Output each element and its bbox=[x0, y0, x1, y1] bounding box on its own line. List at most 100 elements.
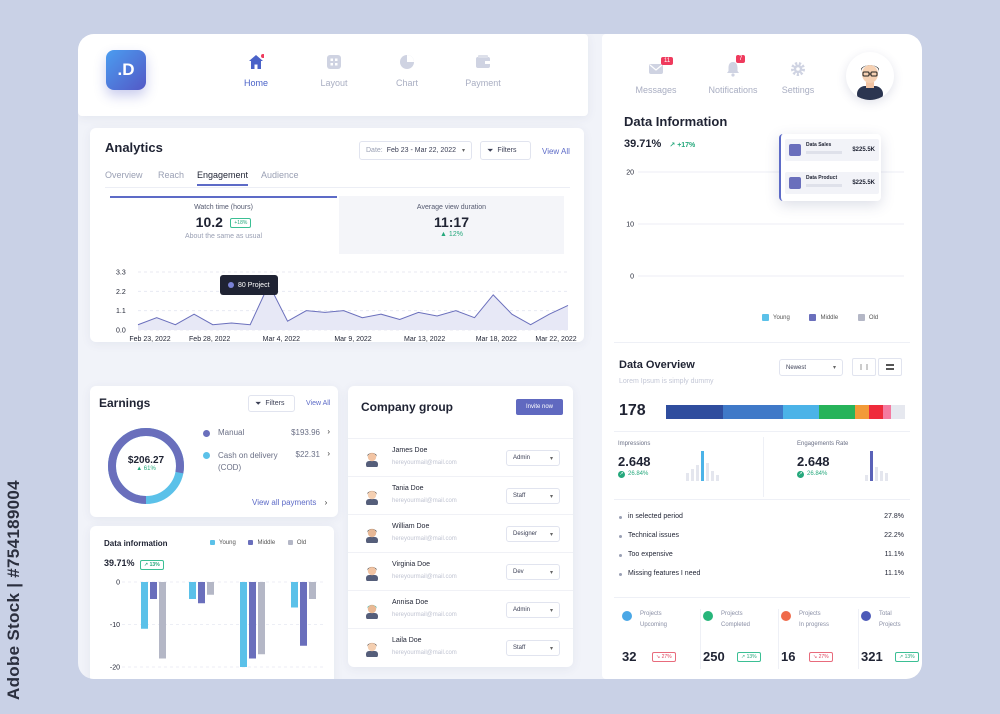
project-label: Projects Upcoming bbox=[640, 611, 668, 628]
analytics-view-all-link[interactable]: View All bbox=[542, 147, 570, 156]
member-email: hereyourmail@mail.com bbox=[392, 574, 457, 580]
earnings-item-amount: $22.31 bbox=[295, 450, 320, 459]
company-title: Company group bbox=[361, 400, 453, 414]
tab-reach[interactable]: Reach bbox=[158, 170, 185, 180]
nav-home[interactable]: Home bbox=[226, 54, 286, 88]
list-view-button[interactable] bbox=[878, 358, 902, 376]
kpi-value: 11:17 bbox=[433, 214, 470, 230]
analytics-tabs: Overview Reach Engagement Audience bbox=[105, 170, 570, 188]
date-range-select[interactable]: Date: Feb 23 - Mar 22, 2022 ▾ bbox=[359, 141, 472, 160]
project-stat[interactable]: Projects Upcoming 32 ↘ 27% bbox=[622, 609, 694, 669]
reason-row[interactable]: Missing features I need 11.1% bbox=[619, 570, 904, 582]
chevron-down-icon: ▾ bbox=[549, 455, 553, 462]
engagements-stat[interactable]: Engagements Rate 2.648 ↗ 26.84% bbox=[797, 439, 907, 489]
product-icon bbox=[789, 177, 801, 189]
area-fill bbox=[138, 284, 568, 330]
project-label: Projects Completed bbox=[721, 611, 751, 628]
bar bbox=[141, 582, 148, 629]
reason-row[interactable]: in selected period 27.8% bbox=[619, 513, 904, 525]
legend-old: Old bbox=[287, 540, 306, 546]
tooltip-row-bar bbox=[806, 184, 842, 187]
project-stat[interactable]: Total Projects 321 ↗ 13% bbox=[858, 609, 922, 669]
earnings-view-all-link[interactable]: View All bbox=[306, 400, 331, 407]
impressions-mini-chart bbox=[686, 451, 719, 481]
member-avatar bbox=[366, 604, 378, 619]
role-select[interactable]: Admin ▾ bbox=[506, 450, 560, 466]
role-select[interactable]: Staff ▾ bbox=[506, 640, 560, 656]
legend-dot bbox=[203, 452, 210, 459]
user-avatar-icon bbox=[857, 65, 883, 100]
nav-chart[interactable]: Chart bbox=[377, 54, 437, 88]
data-info-small-legend: Young Middle Old bbox=[210, 540, 306, 546]
data-info-small-title: Data information bbox=[104, 539, 168, 548]
project-value: 250 bbox=[703, 649, 725, 664]
y-tick-label: 0 bbox=[116, 580, 120, 587]
project-stat[interactable]: Projects Completed 250 ↗ 13% bbox=[700, 609, 772, 669]
member-row[interactable]: Laila Doe hereyourmail@mail.com Staff ▾ bbox=[348, 628, 573, 666]
legend-dot bbox=[203, 430, 210, 437]
tab-audience[interactable]: Audience bbox=[261, 170, 299, 180]
tab-overview[interactable]: Overview bbox=[105, 170, 143, 180]
donut-center-delta: ▲ 61% bbox=[136, 466, 156, 472]
project-icon bbox=[781, 611, 791, 621]
member-row[interactable]: Virginia Doe hereyourmail@mail.com Dev ▾ bbox=[348, 552, 573, 590]
data-info-small-card: Data information Young Middle Old 39.71%… bbox=[90, 526, 334, 679]
overview-subtitle: Lorem Ipsum is simply dummy bbox=[619, 378, 714, 385]
tooltip-row-label: Data Sales bbox=[806, 142, 832, 148]
invite-button[interactable]: Invite now bbox=[516, 399, 563, 415]
member-name: Laila Doe bbox=[392, 637, 422, 644]
impressions-stat[interactable]: Impressions 2.648 ↗ 26.84% bbox=[618, 439, 758, 489]
kpi-avg-view-duration[interactable]: Average view duration 11:17 ▲ 12% bbox=[339, 196, 564, 254]
role-value: Admin bbox=[513, 607, 531, 613]
chevron-down-icon: ▾ bbox=[549, 569, 553, 576]
role-select[interactable]: Staff ▾ bbox=[506, 488, 560, 504]
nav-layout[interactable]: Layout bbox=[304, 54, 364, 88]
stack-segment bbox=[890, 405, 905, 419]
view-all-payments-link[interactable]: View all payments › bbox=[252, 498, 327, 507]
chevron-right-icon: › bbox=[324, 498, 328, 507]
legend-middle: Middle bbox=[809, 314, 838, 321]
stack-segment bbox=[854, 405, 870, 419]
settings-button[interactable]: Settings bbox=[768, 61, 828, 95]
nav-label: Payment bbox=[465, 78, 501, 88]
member-row[interactable]: James Doe hereyourmail@mail.com Admin ▾ bbox=[348, 438, 573, 476]
bar bbox=[207, 582, 214, 595]
messages-button[interactable]: Messages 11 bbox=[626, 57, 686, 95]
notifications-button[interactable]: Notifications 7 bbox=[698, 55, 768, 95]
project-stat[interactable]: Projects In progress 16 ↘ 27% bbox=[778, 609, 850, 669]
home-icon bbox=[249, 54, 264, 69]
tooltip-dot bbox=[228, 282, 234, 288]
role-select[interactable]: Designer ▾ bbox=[506, 526, 560, 542]
member-email: hereyourmail@mail.com bbox=[392, 536, 457, 542]
avatar[interactable] bbox=[846, 52, 894, 100]
role-select[interactable]: Admin ▾ bbox=[506, 602, 560, 618]
bar bbox=[291, 582, 298, 608]
reason-row[interactable]: Technical issues 22.2% bbox=[619, 532, 904, 544]
sort-select[interactable]: Newest ▾ bbox=[779, 359, 843, 376]
grid-view-button[interactable] bbox=[852, 358, 876, 376]
chevron-down-icon: ▾ bbox=[832, 365, 836, 371]
data-information-title: Data Information bbox=[624, 114, 728, 129]
role-select[interactable]: Dev ▾ bbox=[506, 564, 560, 580]
earnings-filters-button[interactable]: ⏷ Filters bbox=[248, 395, 295, 412]
nav-payment[interactable]: Payment bbox=[453, 54, 513, 88]
app-logo[interactable]: .D bbox=[106, 50, 146, 90]
project-pill: ↗ 13% bbox=[895, 652, 919, 662]
stack-segment bbox=[783, 405, 819, 419]
kpi-watch-time[interactable]: Watch time (hours) 10.2 +18% About the s… bbox=[110, 196, 337, 252]
bullet bbox=[619, 516, 622, 519]
reason-row[interactable]: Too expensive 11.1% bbox=[619, 551, 904, 563]
member-row[interactable]: William Doe hereyourmail@mail.com Design… bbox=[348, 514, 573, 552]
y-tick-label: 2.2 bbox=[116, 289, 126, 296]
kpi-delta: ▲ 12% bbox=[440, 231, 463, 238]
x-tick-label: Mar 13, 2022 bbox=[404, 336, 445, 342]
member-email: hereyourmail@mail.com bbox=[392, 498, 457, 504]
chevron-right-icon: › bbox=[327, 449, 330, 458]
analytics-filters-button[interactable]: ⏷ Filters bbox=[480, 141, 531, 160]
member-row[interactable]: Annisa Doe hereyourmail@mail.com Admin ▾ bbox=[348, 590, 573, 628]
member-row[interactable]: Tania Doe hereyourmail@mail.com Staff ▾ bbox=[348, 476, 573, 514]
wallet-icon bbox=[476, 55, 490, 68]
tab-engagement[interactable]: Engagement bbox=[197, 170, 249, 186]
